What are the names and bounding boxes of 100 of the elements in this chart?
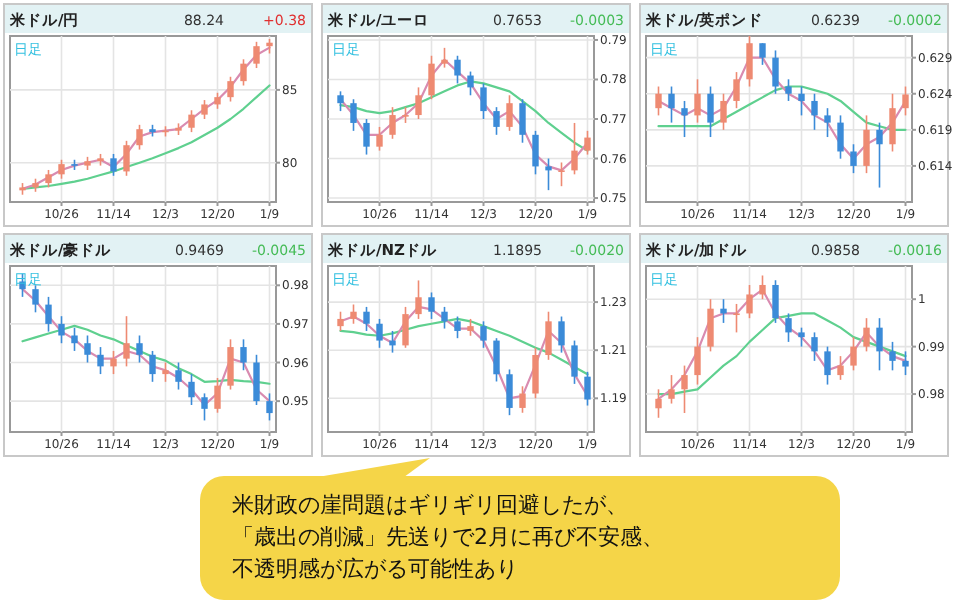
candlestick — [558, 315, 565, 354]
candlestick — [759, 274, 766, 300]
text: 「歳出の削減」先送りで2月に再び不安感、 — [232, 524, 664, 550]
candlestick — [240, 58, 247, 87]
candlestick — [837, 355, 844, 381]
candlestick — [175, 361, 182, 391]
candlestick — [58, 158, 65, 180]
candlestick — [201, 392, 208, 422]
candlestick — [389, 330, 396, 354]
candlestick — [681, 364, 688, 414]
candlestick — [136, 124, 143, 151]
candlestick — [707, 85, 714, 138]
candlestick — [58, 315, 65, 345]
candlestick — [350, 303, 357, 325]
candlestick — [798, 85, 805, 117]
candlestick — [110, 350, 117, 375]
candlestick — [876, 317, 883, 372]
candlestick — [454, 54, 461, 85]
candlestick — [571, 339, 578, 385]
candlestick — [253, 353, 260, 406]
candlestick — [720, 298, 727, 324]
candlestick — [240, 338, 247, 372]
candlestick — [733, 71, 740, 109]
candlestick — [363, 306, 370, 332]
candlestick — [733, 303, 740, 334]
candlestick — [162, 361, 169, 383]
candlestick — [668, 374, 675, 405]
candlestick — [707, 298, 714, 353]
candlestick — [376, 126, 383, 152]
candlestick — [480, 82, 487, 120]
text: 米財政の崖問題はギリギリ回避したが、 — [232, 492, 628, 518]
candlestick — [655, 388, 662, 419]
candlestick — [837, 114, 844, 160]
candlestick — [902, 350, 909, 376]
candlestick — [681, 100, 688, 138]
candlestick — [214, 377, 221, 414]
candlestick — [850, 336, 857, 372]
candlestick — [402, 306, 409, 349]
candlestick — [584, 130, 591, 156]
candlestick — [519, 98, 526, 144]
candlestick — [772, 279, 779, 324]
candlestick — [227, 75, 234, 103]
text: 不透明感が広がる可能性あり — [232, 556, 518, 582]
candlestick — [811, 92, 818, 131]
candlestick — [785, 78, 792, 102]
candlestick — [785, 312, 792, 343]
candlestick — [694, 336, 701, 386]
candlestick — [889, 341, 896, 372]
candlestick — [149, 350, 156, 383]
candlestick — [97, 346, 104, 375]
candlestick — [558, 161, 565, 187]
candlestick — [110, 153, 117, 177]
candlestick — [798, 326, 805, 348]
candlestick — [84, 334, 91, 364]
candlestick — [863, 317, 870, 353]
candlestick — [759, 42, 766, 66]
candlestick — [571, 122, 578, 176]
candlestick — [350, 98, 357, 132]
candlestick — [415, 279, 422, 320]
candlestick — [188, 373, 195, 406]
candlestick — [136, 334, 143, 364]
candlestick — [889, 92, 896, 153]
candlestick — [71, 326, 78, 352]
candlestick — [746, 35, 753, 88]
candlestick — [532, 347, 539, 400]
candlestick — [720, 92, 727, 131]
candlestick — [902, 85, 909, 117]
candlestick — [824, 345, 831, 386]
candlestick — [668, 85, 675, 124]
candlestick — [188, 109, 195, 133]
candlestick — [337, 310, 344, 332]
candlestick — [506, 94, 513, 132]
candlestick — [45, 296, 52, 333]
candlestick — [389, 106, 396, 140]
candlestick — [694, 78, 701, 124]
candlestick — [363, 118, 370, 156]
candlestick — [532, 130, 539, 176]
candlestick — [428, 291, 435, 320]
candlestick — [337, 90, 344, 112]
candlestick — [811, 331, 818, 362]
candlestick — [428, 54, 435, 101]
candlestick — [123, 140, 130, 177]
candlestick — [506, 368, 513, 416]
candlestick — [876, 121, 883, 189]
candlestick — [519, 385, 526, 414]
candlestick — [863, 114, 870, 174]
candlestick — [415, 86, 422, 120]
candlestick — [467, 70, 474, 97]
candlestick — [376, 318, 383, 349]
candlestick — [454, 315, 461, 339]
candlestick — [441, 47, 448, 69]
candlestick — [545, 310, 552, 361]
candlestick — [201, 99, 208, 120]
candlestick — [441, 306, 448, 330]
candlestick — [850, 143, 857, 174]
candlestick — [32, 284, 39, 314]
candlestick — [772, 49, 779, 95]
candlestick — [655, 85, 662, 117]
candlestick — [545, 157, 552, 191]
candlestick — [493, 337, 500, 383]
